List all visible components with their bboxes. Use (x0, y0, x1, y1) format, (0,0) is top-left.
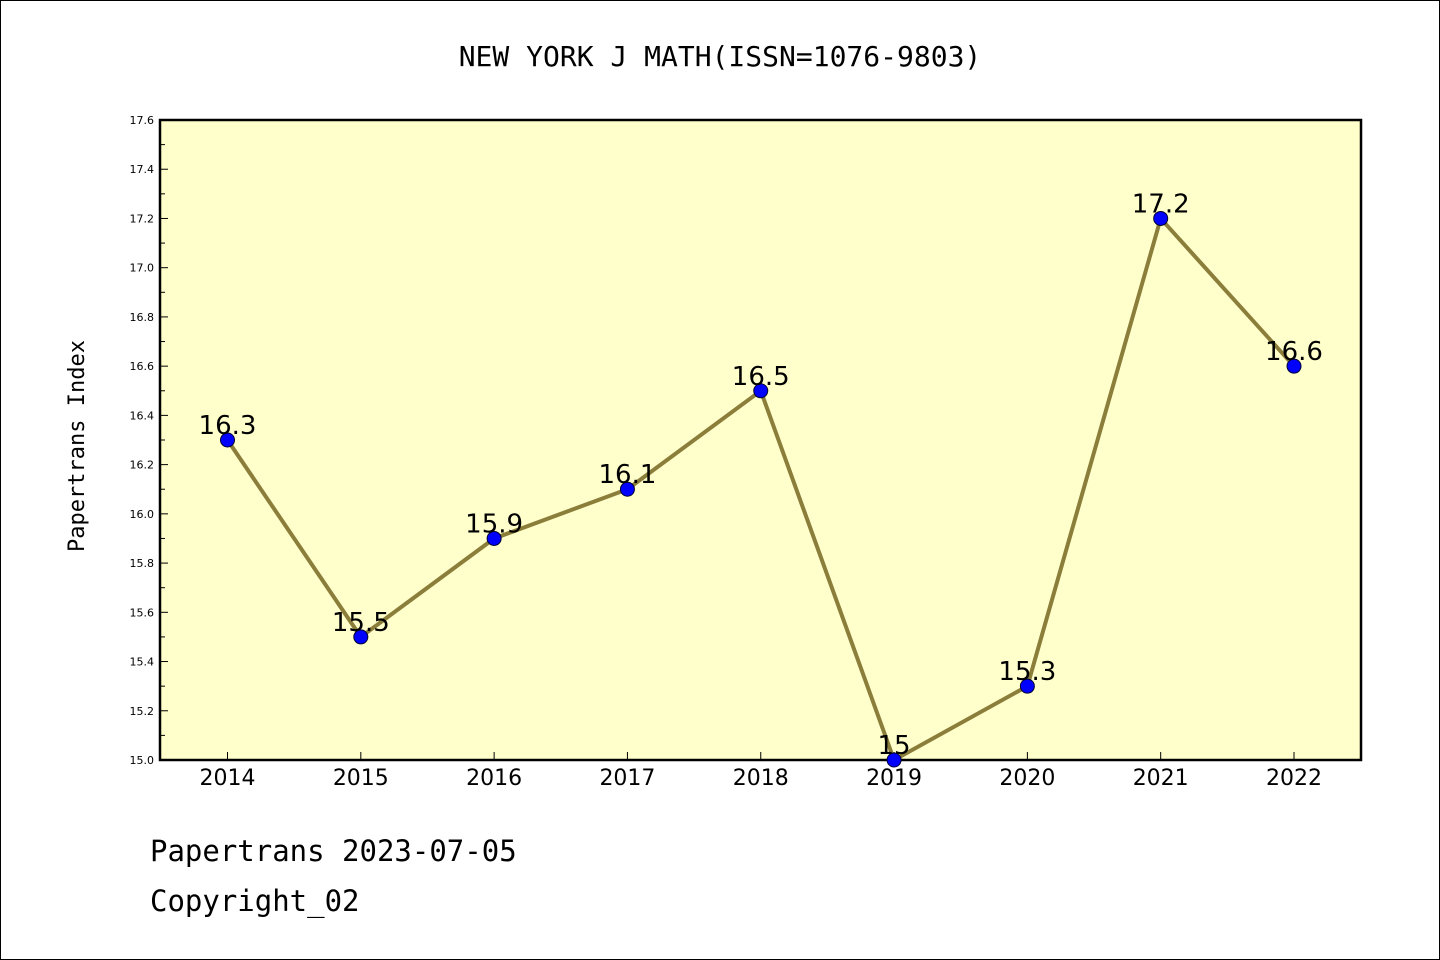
y-tick-label: 16.0 (130, 508, 155, 521)
footer-copyright: Copyright_02 (150, 884, 360, 918)
x-tick-label: 2020 (999, 766, 1055, 791)
y-tick-label: 17.2 (130, 212, 155, 225)
data-markers (220, 210, 1302, 768)
y-tick-label: 15.6 (130, 606, 155, 619)
x-tick-label: 2018 (733, 766, 789, 791)
y-tick-label: 15.8 (130, 557, 155, 570)
x-tick-label: 2014 (200, 766, 256, 791)
data-labels: 16.3 15.5 15.9 16.1 16.5 15 15.3 17.2 16.6 (199, 189, 1323, 761)
data-point (220, 432, 235, 448)
y-tick-label: 17.4 (130, 163, 155, 176)
data-point (353, 629, 369, 645)
data-label: 15.3 (998, 657, 1056, 687)
data-label: 16.1 (598, 460, 656, 490)
data-point (1019, 678, 1035, 694)
footer-date-line: Papertrans 2023-07-05 (150, 834, 517, 868)
y-tick-label: 17.6 (130, 114, 155, 127)
x-tick-label: 2021 (1133, 766, 1189, 791)
data-point (619, 481, 635, 497)
y-tick-label: 15.0 (130, 754, 155, 767)
data-label: 15.9 (465, 509, 523, 539)
y-axis-ticks: 15.0 15.2 15.4 15.6 15.8 16.0 16.2 16.4 16.6 16.8… (130, 114, 168, 767)
y-tick-label: 16.8 (130, 311, 155, 324)
data-label: 17.2 (1132, 189, 1190, 219)
data-point (753, 383, 769, 399)
y-tick-label: 17.0 (130, 262, 155, 275)
x-tick-label: 2016 (466, 766, 522, 791)
data-label: 16.5 (732, 362, 790, 392)
data-label: 16.3 (199, 411, 257, 441)
y-tick-label: 16.2 (130, 459, 155, 472)
chart-title: NEW YORK J MATH(ISSN=1076-9803) (459, 40, 982, 73)
x-tick-label: 2019 (866, 766, 922, 791)
y-tick-label: 16.6 (130, 360, 155, 373)
y-tick-label: 15.4 (130, 656, 155, 669)
x-tick-label: 2017 (599, 766, 655, 791)
data-label: 15.5 (332, 608, 390, 638)
y-axis-label: Papertrans Index (65, 340, 90, 552)
y-tick-label: 16.4 (130, 409, 155, 422)
data-point (1286, 358, 1302, 374)
plot-area (158, 118, 1363, 762)
x-tick-label: 2015 (333, 766, 389, 791)
data-label: 16.6 (1265, 337, 1323, 367)
data-point (486, 530, 502, 546)
x-tick-label: 2022 (1266, 766, 1322, 791)
y-tick-label: 15.2 (130, 705, 155, 718)
data-point (1153, 210, 1169, 226)
data-label: 15 (878, 731, 911, 761)
x-axis-ticks: 2014 2015 2016 2017 2018 2019 2020 2021 2022 (200, 752, 1322, 791)
data-point (886, 752, 902, 768)
